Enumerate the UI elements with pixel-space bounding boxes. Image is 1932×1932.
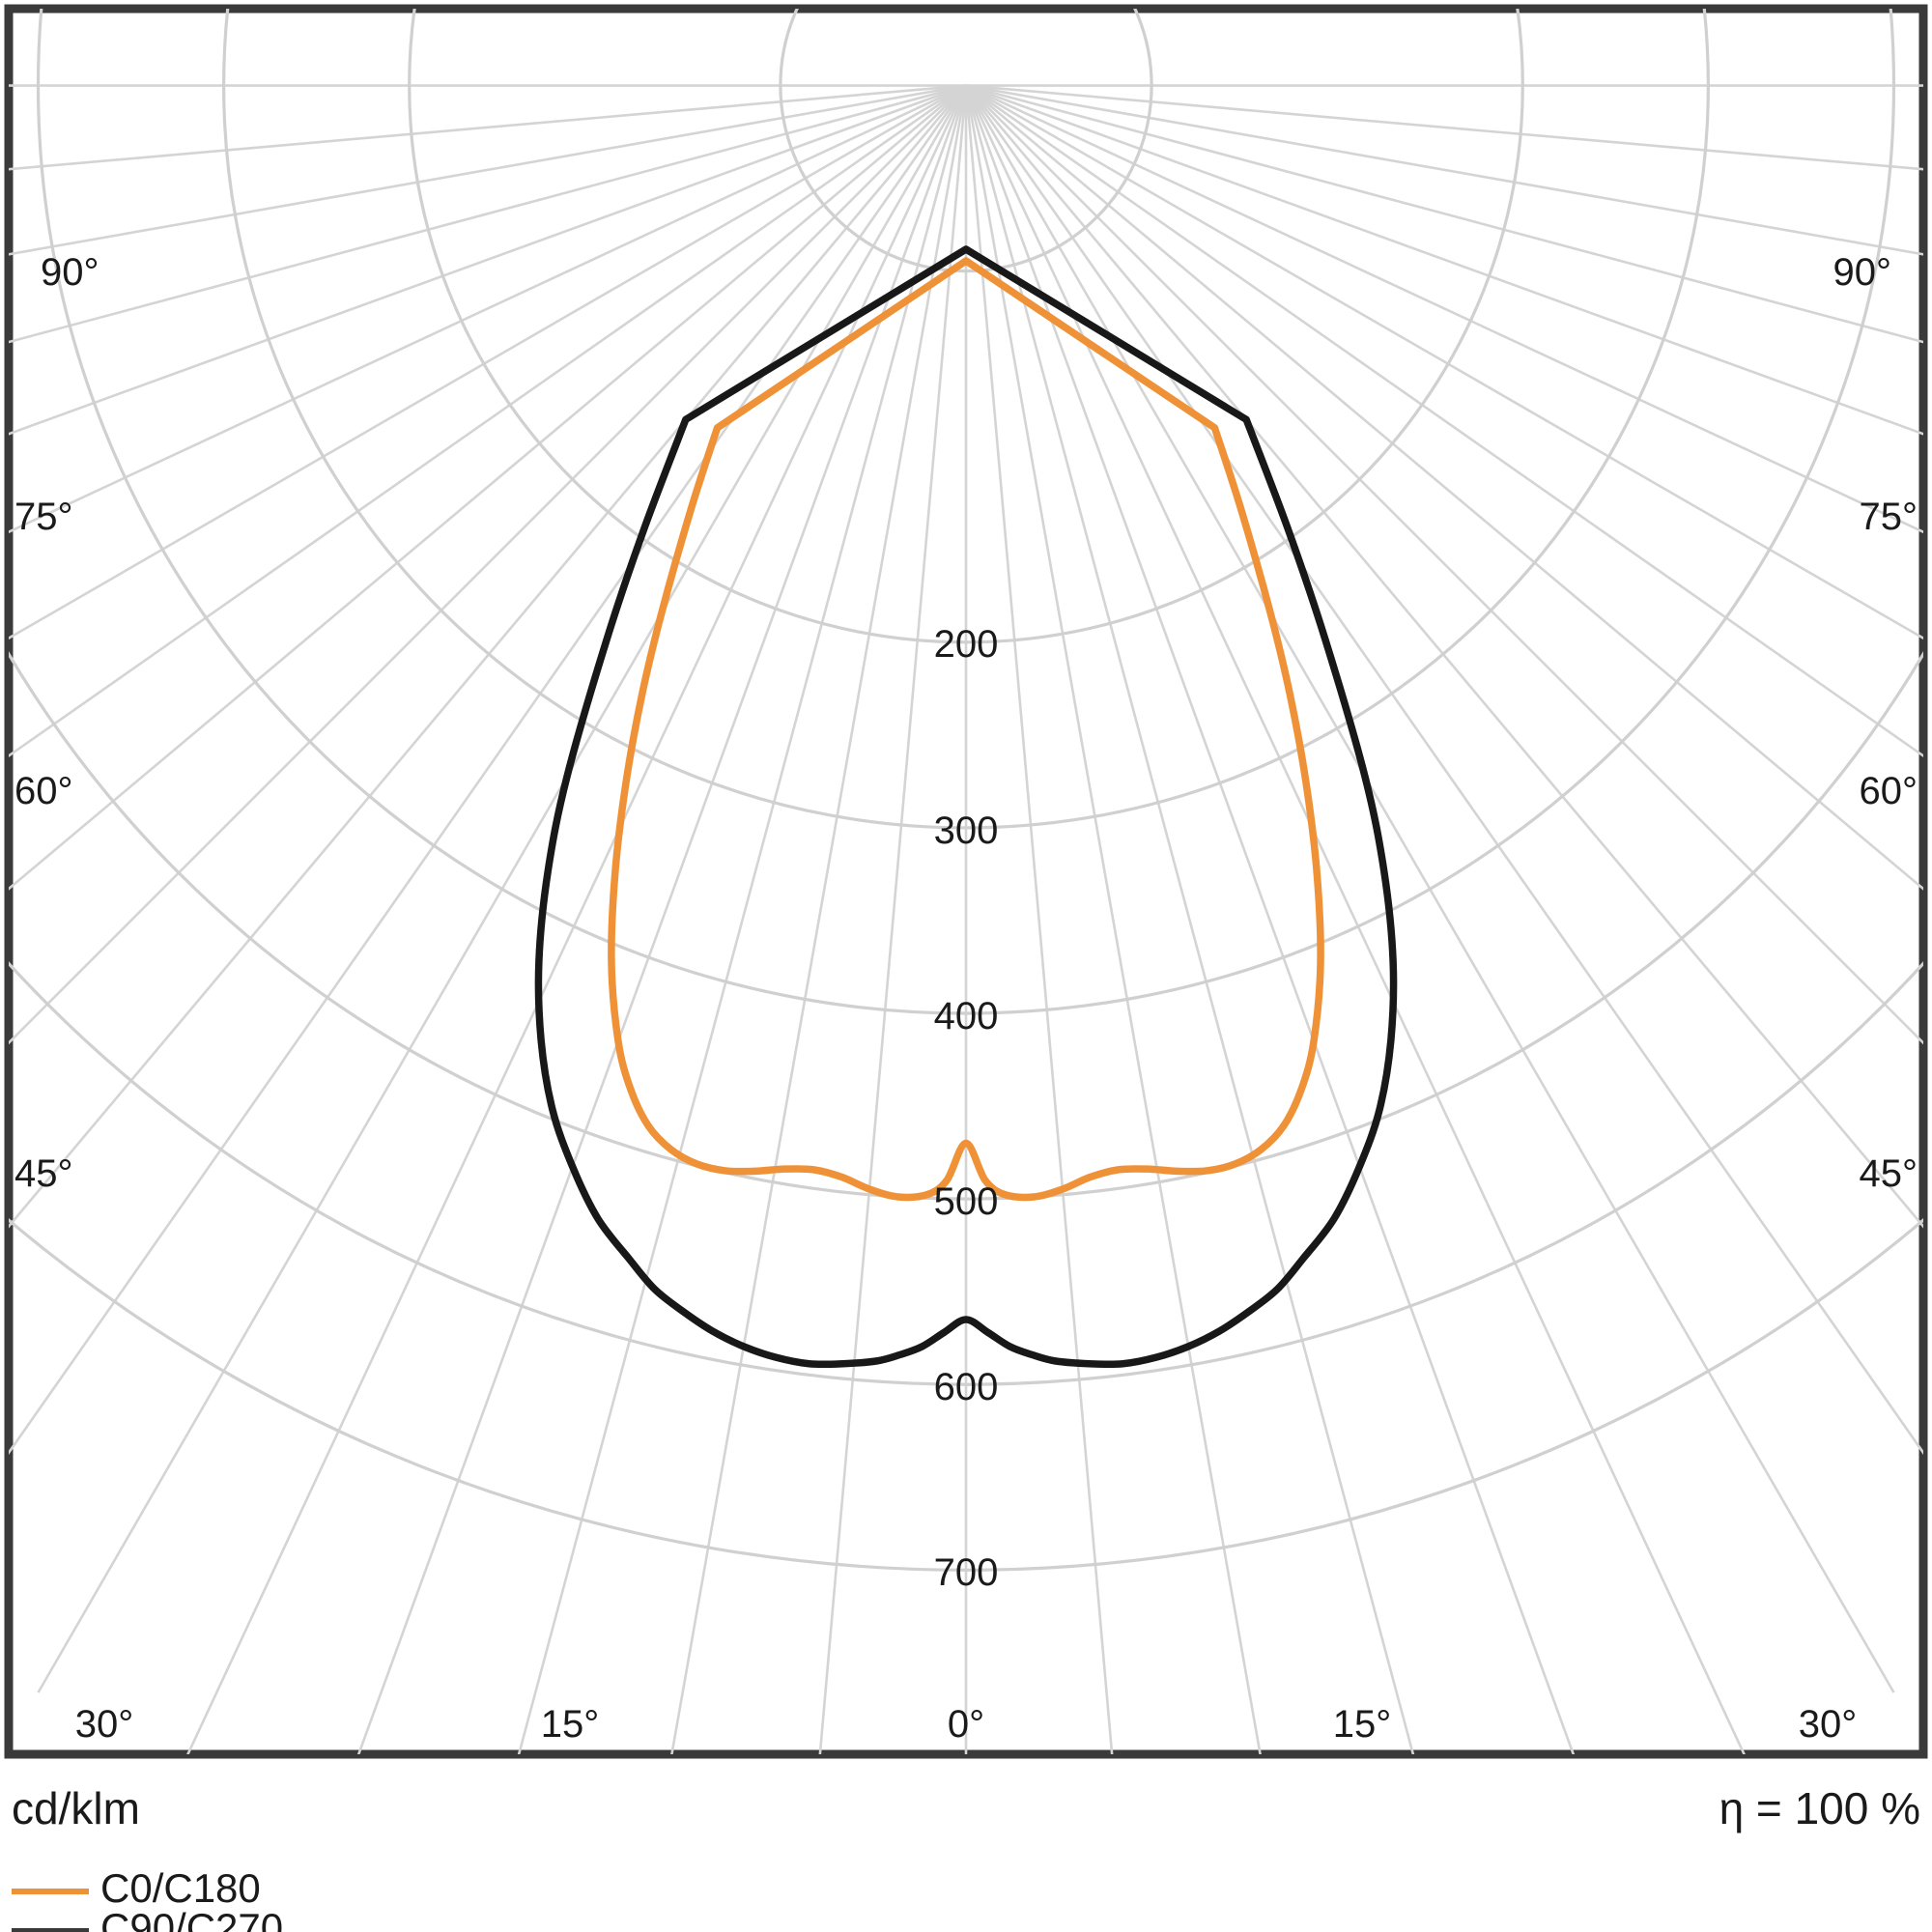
svg-text:75°: 75° <box>1860 496 1918 538</box>
svg-text:30°: 30° <box>1799 1703 1858 1746</box>
svg-text:200: 200 <box>934 623 999 666</box>
svg-text:45°: 45° <box>1860 1152 1918 1195</box>
svg-text:0°: 0° <box>948 1703 984 1746</box>
svg-text:15°: 15° <box>541 1703 600 1746</box>
svg-text:60°: 60° <box>1860 770 1918 812</box>
svg-text:90°: 90° <box>41 251 99 294</box>
svg-text:cd/klm: cd/klm <box>12 1783 140 1833</box>
svg-text:C90/C270: C90/C270 <box>100 1905 283 1932</box>
svg-text:400: 400 <box>934 995 999 1037</box>
svg-text:600: 600 <box>934 1366 999 1408</box>
svg-text:300: 300 <box>934 810 999 852</box>
svg-text:45°: 45° <box>14 1152 73 1195</box>
svg-text:η = 100 %: η = 100 % <box>1719 1783 1920 1833</box>
svg-text:15°: 15° <box>1333 1703 1392 1746</box>
svg-text:90°: 90° <box>1833 251 1892 294</box>
svg-text:500: 500 <box>934 1180 999 1223</box>
svg-text:C0/C180: C0/C180 <box>100 1865 261 1911</box>
svg-text:700: 700 <box>934 1551 999 1594</box>
svg-text:75°: 75° <box>14 496 73 538</box>
svg-text:30°: 30° <box>75 1703 134 1746</box>
svg-text:60°: 60° <box>14 770 73 812</box>
